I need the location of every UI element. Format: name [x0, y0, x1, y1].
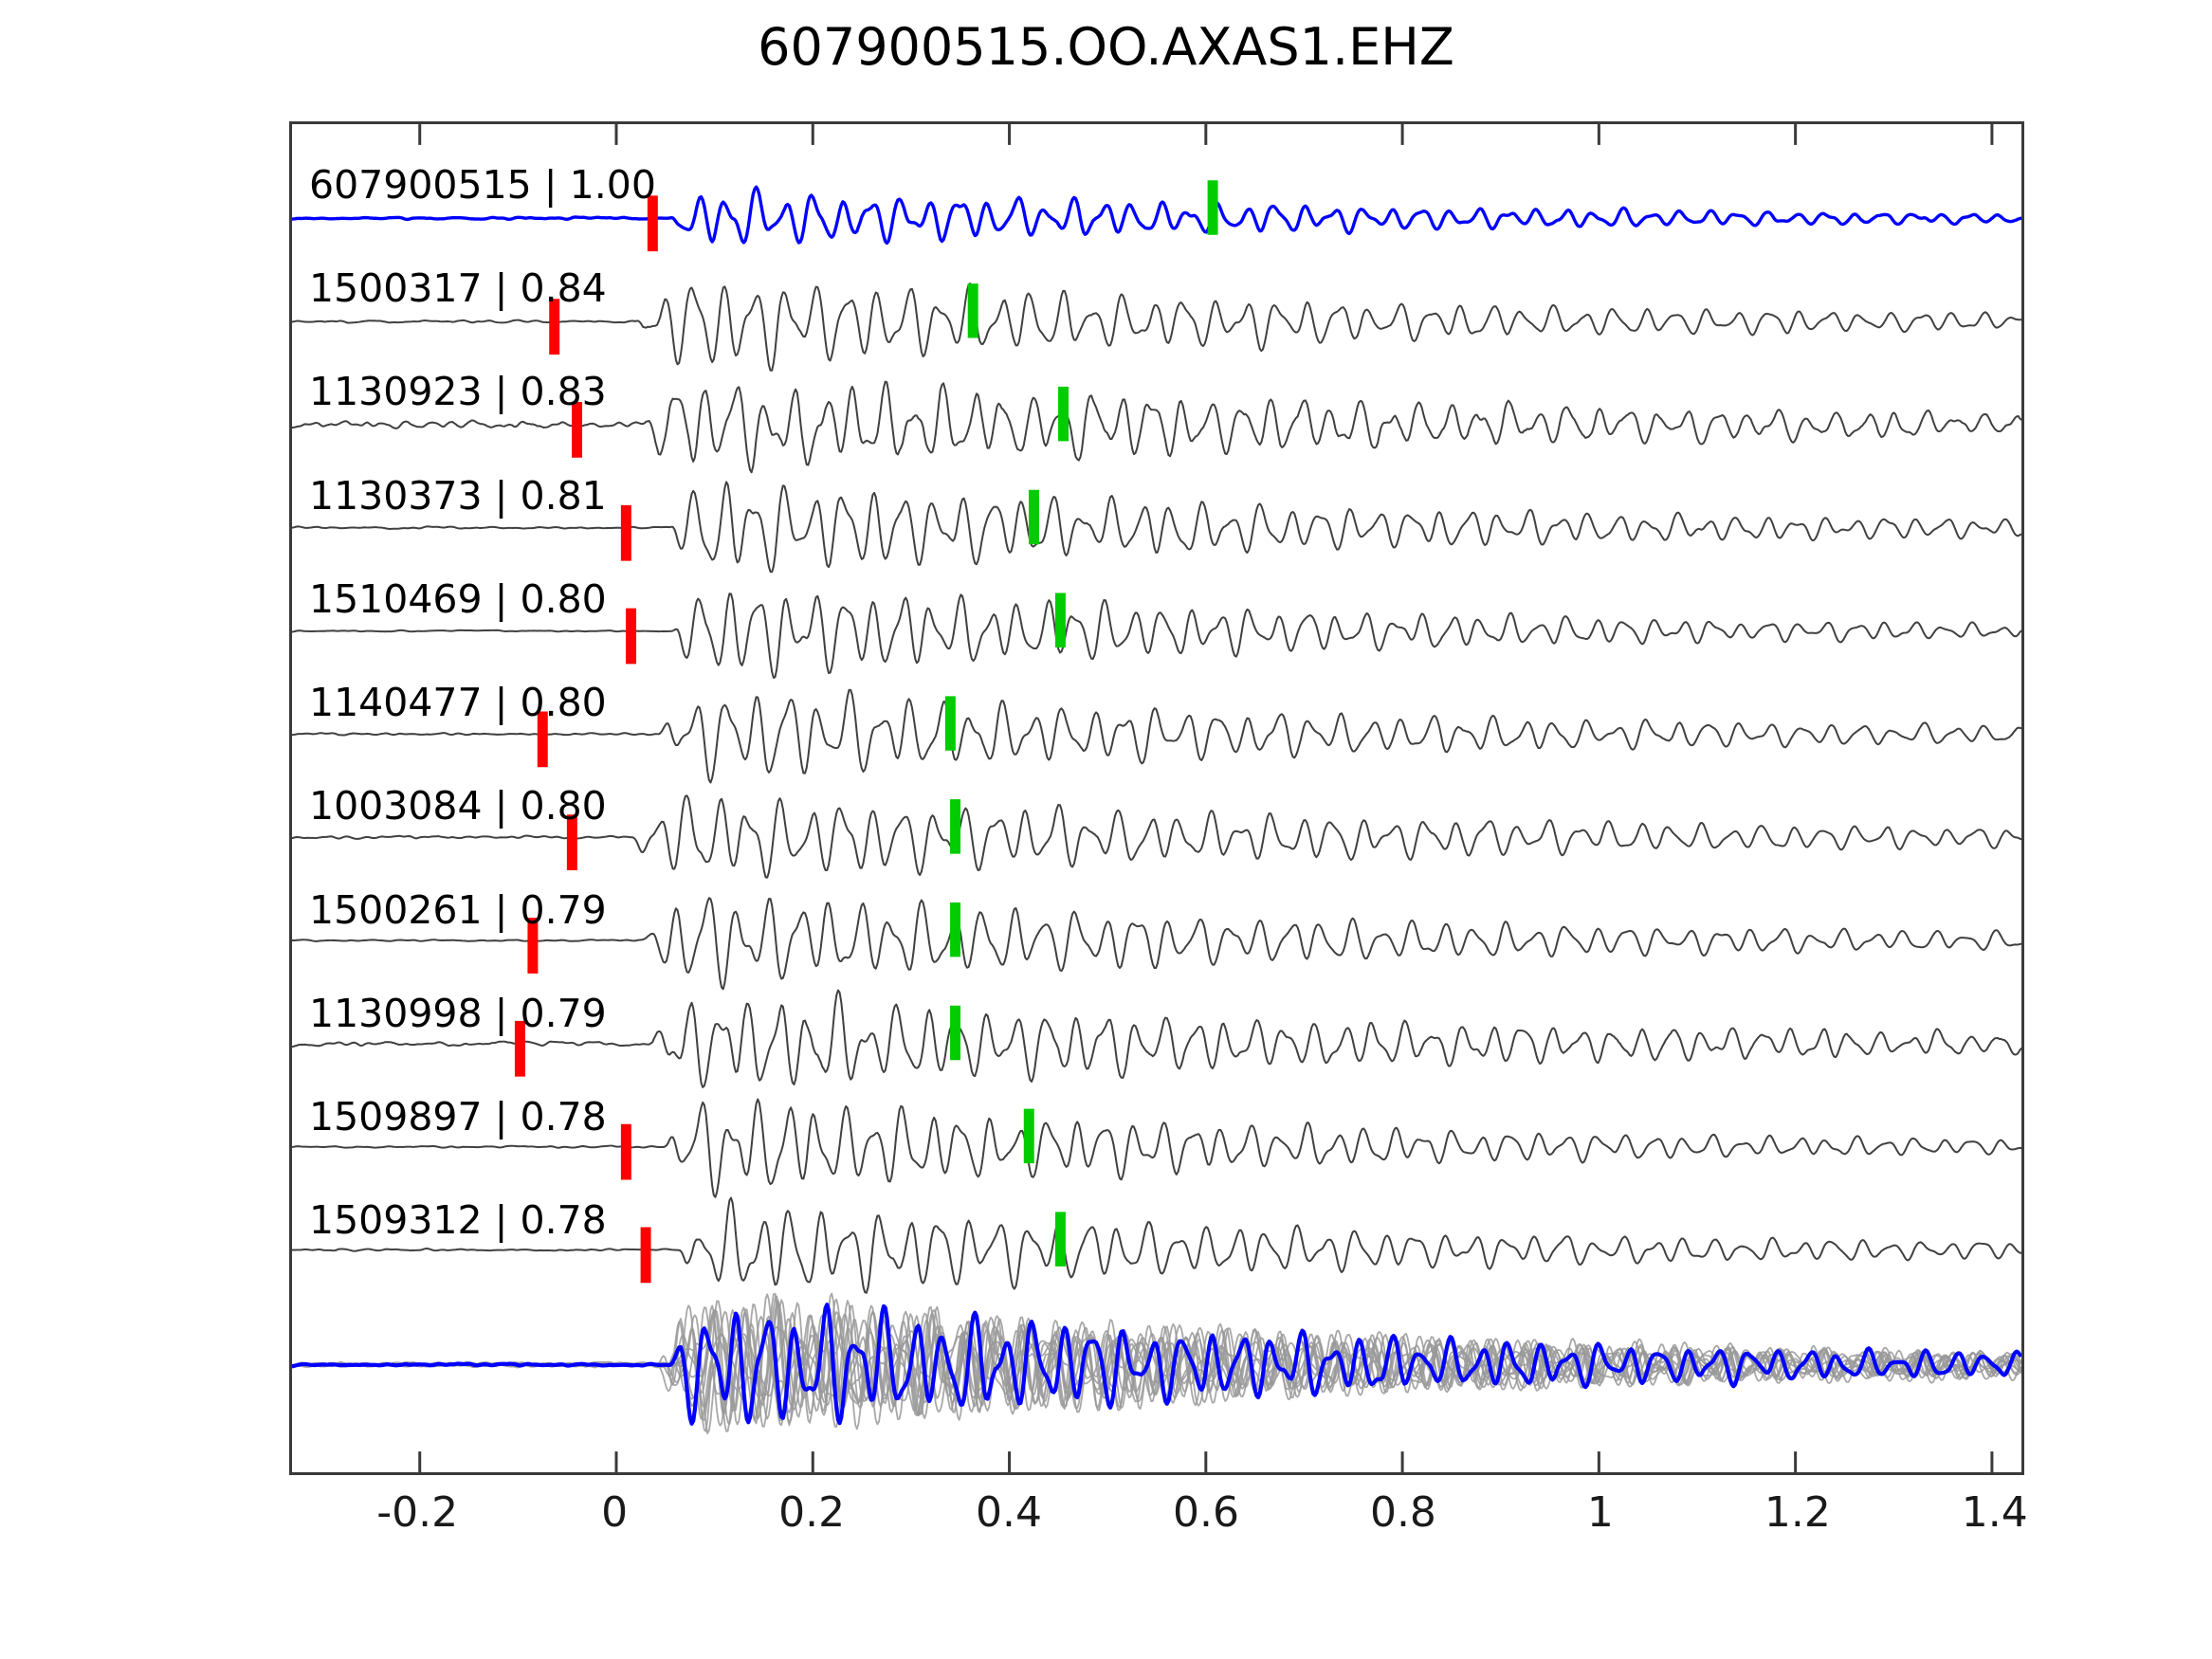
x-tick-label-0: 0 [601, 1488, 629, 1537]
trace-label-1130998: 1130998 | 0.79 [309, 990, 607, 1036]
trace-label-1509897: 1509897 | 0.78 [309, 1094, 607, 1140]
trace-line-1500317 [292, 283, 2021, 372]
trace-line-1003084 [292, 794, 2021, 879]
trace-line-1509897 [292, 1098, 2021, 1198]
x-tick-label-1.4: 1.4 [1961, 1488, 2028, 1537]
trace-label-1130923: 1130923 | 0.83 [309, 369, 607, 415]
x-tick-label-0.8: 0.8 [1369, 1488, 1436, 1537]
stack-mean-trace [292, 1303, 2021, 1426]
trace-line-1130998 [292, 989, 2021, 1088]
trace-label-1500317: 1500317 | 0.84 [309, 265, 607, 312]
trace-label-1500261: 1500261 | 0.79 [309, 886, 607, 933]
x-tick-label-1.2: 1.2 [1764, 1488, 1831, 1537]
trace-line-1500261 [292, 897, 2021, 991]
trace-label-1130373: 1130373 | 0.81 [309, 472, 607, 519]
page-title: 607900515.OO.AXAS1.EHZ [758, 17, 1454, 77]
x-tick-label--0.2: -0.2 [376, 1488, 459, 1537]
x-tick-label-0.4: 0.4 [976, 1488, 1043, 1537]
x-axis-tick-labels: -0.2 0 0.2 0.4 0.6 0.8 1 1.2 1.4 [289, 1488, 2028, 1555]
trace-line-1130373 [292, 481, 2021, 574]
x-tick-label-0.6: 0.6 [1172, 1488, 1239, 1537]
waveform-canvas [292, 124, 2021, 1472]
trace-line-1140477 [292, 688, 2021, 784]
trace-label-1003084: 1003084 | 0.80 [309, 783, 607, 830]
x-tick-label-1: 1 [1586, 1488, 1614, 1537]
x-tick-label-0.2: 0.2 [778, 1488, 846, 1537]
trace-label-1140477: 1140477 | 0.80 [309, 680, 607, 726]
seismic-waveform-axes: 607900515 | 1.00 1500317 | 0.84 1130923 | … [289, 121, 2024, 1475]
trace-label-607900515: 607900515 | 1.00 [309, 161, 656, 208]
trace-line-1509312 [292, 1196, 2021, 1294]
trace-label-1510469: 1510469 | 0.80 [309, 575, 607, 622]
trace-line-607900515 [292, 185, 2021, 246]
trace-label-1509312: 1509312 | 0.78 [309, 1197, 607, 1244]
trace-line-1510469 [292, 592, 2021, 679]
